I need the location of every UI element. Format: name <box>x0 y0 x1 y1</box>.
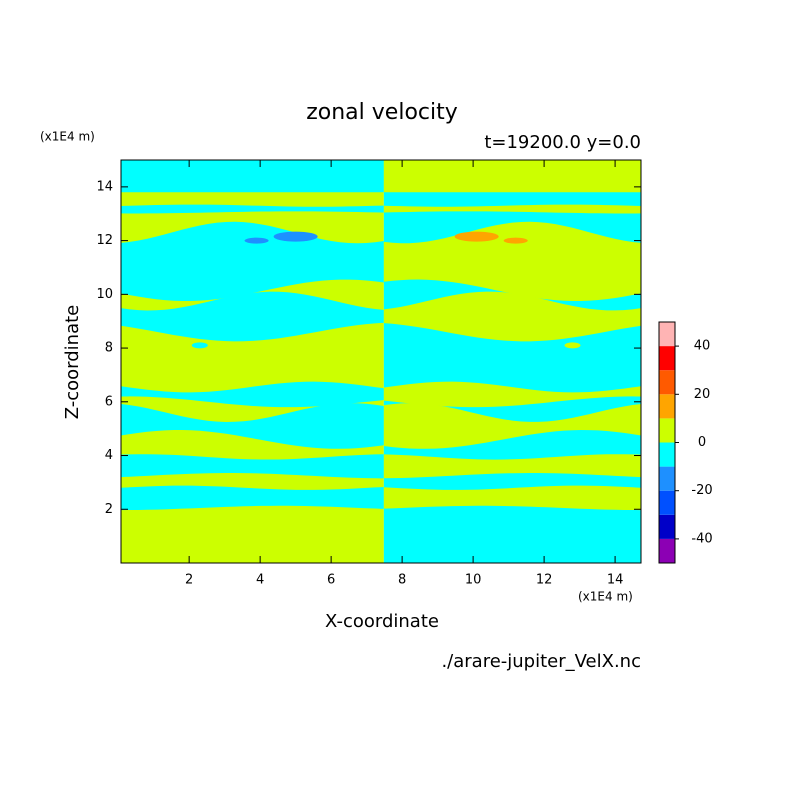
contour-region <box>121 221 384 302</box>
x-tick-label: 2 <box>185 573 193 588</box>
contour-region <box>121 204 384 214</box>
y-axis-label: Z-coordinate <box>62 305 83 420</box>
contour-region <box>383 381 641 408</box>
colorbar-bin <box>659 514 675 539</box>
colorbar-bin <box>659 370 675 395</box>
x-tick-label: 6 <box>327 573 335 588</box>
colorbar-bin <box>659 346 675 371</box>
contour-region <box>383 204 641 214</box>
colorbar-tick-label: -20 <box>691 483 712 498</box>
x-tick-label: 12 <box>536 573 553 588</box>
contour-region <box>383 485 641 511</box>
contour-region <box>121 403 384 449</box>
contour-region <box>121 160 384 193</box>
y-tick-label: 14 <box>96 179 113 194</box>
contour-region <box>273 231 318 242</box>
y-tick-label: 10 <box>96 287 113 302</box>
source-label: ./arare-jupiter_VelX.nc <box>441 651 641 672</box>
contour-region <box>121 291 384 342</box>
x-unit: (x1E4 m) <box>578 590 633 604</box>
contour-region <box>503 237 528 244</box>
x-tick-label: 8 <box>398 573 406 588</box>
y-tick-label: 12 <box>96 233 113 248</box>
x-tick-label: 4 <box>256 573 264 588</box>
colorbar-bin <box>659 442 675 467</box>
plot-frame <box>120 159 642 564</box>
y-tick-label: 4 <box>105 448 113 463</box>
chart-title: zonal velocity <box>306 100 458 125</box>
contour-region <box>121 485 384 511</box>
contour-region <box>121 454 384 479</box>
colorbar-tick-label: 40 <box>694 339 711 354</box>
colorbar-tick-label: -40 <box>691 531 712 546</box>
colorbar-bin <box>659 322 675 347</box>
colorbar-bin <box>659 538 675 563</box>
field <box>121 160 641 563</box>
contour-region <box>383 403 641 449</box>
contour-region <box>244 237 269 244</box>
chart-subtitle: t=19200.0 y=0.0 <box>484 132 641 153</box>
colorbar-tick-label: 0 <box>698 435 706 450</box>
axes: 2 4 6 8 10 12 14 2 4 6 8 10 12 14 -40 -20 0 20 40 <box>96 159 713 588</box>
x-tick-label: 10 <box>465 573 482 588</box>
y-tick-label: 6 <box>105 394 113 409</box>
contour-region <box>383 454 641 479</box>
y-unit: (x1E4 m) <box>40 130 95 144</box>
contour-region <box>383 221 641 302</box>
colorbar-tick-label: 20 <box>694 387 711 402</box>
x-axis-label: X-coordinate <box>325 611 439 632</box>
colorbar-bin <box>659 394 675 419</box>
contour-region <box>564 342 581 349</box>
colorbar-bin <box>659 466 675 491</box>
contour-region <box>454 231 499 242</box>
colorbar-bin <box>659 490 675 515</box>
colorbar-bin <box>659 418 675 443</box>
x-tick-label: 14 <box>607 573 624 588</box>
contour-region <box>383 291 641 342</box>
contour-region <box>383 160 641 193</box>
contour-region <box>121 381 384 408</box>
y-tick-label: 2 <box>105 502 113 517</box>
contour-region <box>191 342 208 349</box>
y-tick-label: 8 <box>105 341 113 356</box>
